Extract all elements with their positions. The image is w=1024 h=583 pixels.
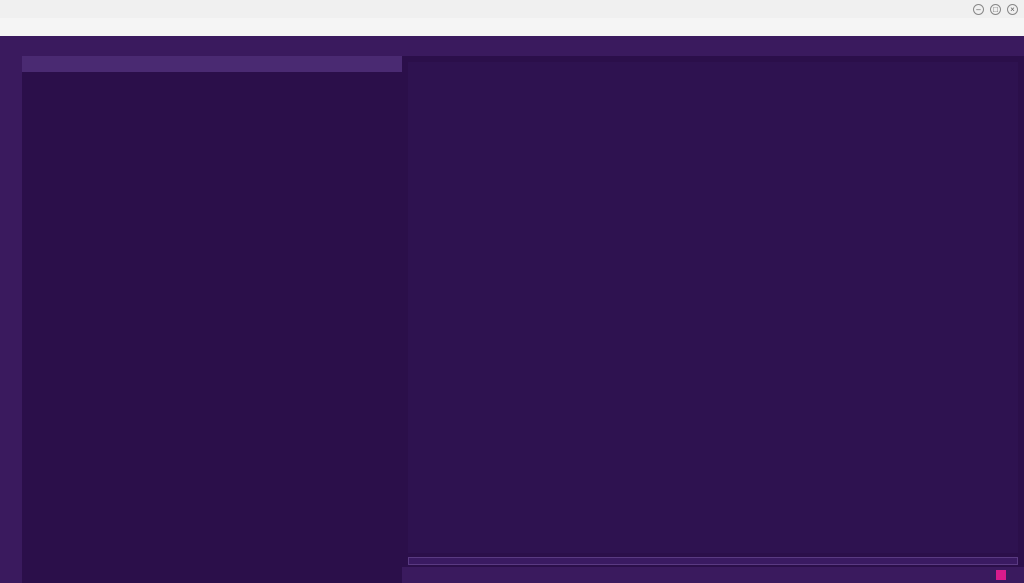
menubar [0, 18, 1024, 36]
tree-header [22, 56, 402, 72]
maximize-icon[interactable]: □ [990, 4, 1001, 15]
close-icon[interactable]: × [1007, 4, 1018, 15]
tree-panel [22, 56, 402, 583]
scatter-swatch-icon [996, 570, 1006, 580]
tab-bar [22, 36, 1024, 56]
window-titlebar: – □ × [0, 0, 1024, 18]
chart-legend [408, 557, 1018, 565]
minimize-icon[interactable]: – [973, 4, 984, 15]
chart-panel [402, 56, 1024, 583]
chart-canvas[interactable] [408, 62, 1018, 553]
status-bar [402, 567, 1024, 583]
icon-sidebar [0, 36, 22, 583]
